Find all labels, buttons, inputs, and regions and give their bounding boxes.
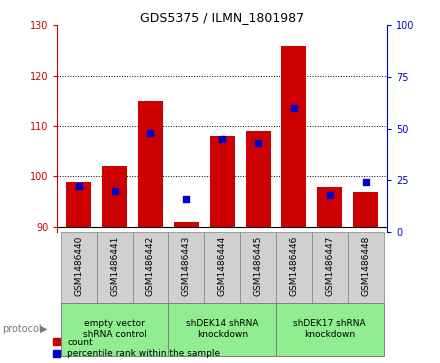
Point <box>219 136 226 142</box>
FancyBboxPatch shape <box>169 303 276 356</box>
Point <box>183 196 190 202</box>
Title: GDS5375 / ILMN_1801987: GDS5375 / ILMN_1801987 <box>140 11 304 24</box>
Point <box>111 188 118 193</box>
FancyBboxPatch shape <box>204 232 240 303</box>
Text: GSM1486445: GSM1486445 <box>253 235 263 296</box>
Text: GSM1486448: GSM1486448 <box>361 235 370 296</box>
Point <box>147 130 154 136</box>
Text: GSM1486444: GSM1486444 <box>218 235 227 295</box>
Bar <box>246 131 271 227</box>
FancyBboxPatch shape <box>169 232 204 303</box>
FancyBboxPatch shape <box>312 232 348 303</box>
Bar <box>353 192 378 227</box>
Point <box>290 105 297 111</box>
Text: GSM1486443: GSM1486443 <box>182 235 191 296</box>
FancyBboxPatch shape <box>348 232 384 303</box>
FancyBboxPatch shape <box>240 232 276 303</box>
Bar <box>174 222 199 227</box>
Bar <box>138 101 163 227</box>
Text: GSM1486441: GSM1486441 <box>110 235 119 296</box>
Text: protocol: protocol <box>2 324 42 334</box>
Bar <box>66 182 91 227</box>
Point <box>362 179 369 185</box>
Bar <box>282 45 307 227</box>
FancyBboxPatch shape <box>132 232 169 303</box>
Text: GSM1486447: GSM1486447 <box>325 235 334 296</box>
Point <box>255 140 262 146</box>
Bar <box>209 136 235 227</box>
Text: ▶: ▶ <box>40 324 47 334</box>
Text: GSM1486446: GSM1486446 <box>290 235 298 296</box>
Point <box>75 184 82 189</box>
Bar <box>102 166 127 227</box>
FancyBboxPatch shape <box>276 303 384 356</box>
Text: shDEK14 shRNA
knockdown: shDEK14 shRNA knockdown <box>186 319 258 339</box>
Bar <box>317 187 342 227</box>
Point <box>326 192 334 197</box>
Legend: count, percentile rank within the sample: count, percentile rank within the sample <box>53 338 220 359</box>
Text: GSM1486442: GSM1486442 <box>146 235 155 295</box>
Text: shDEK17 shRNA
knockdown: shDEK17 shRNA knockdown <box>293 319 366 339</box>
Text: GSM1486440: GSM1486440 <box>74 235 83 296</box>
FancyBboxPatch shape <box>276 232 312 303</box>
FancyBboxPatch shape <box>61 232 97 303</box>
FancyBboxPatch shape <box>97 232 132 303</box>
Text: empty vector
shRNA control: empty vector shRNA control <box>83 319 147 339</box>
FancyBboxPatch shape <box>61 303 169 356</box>
